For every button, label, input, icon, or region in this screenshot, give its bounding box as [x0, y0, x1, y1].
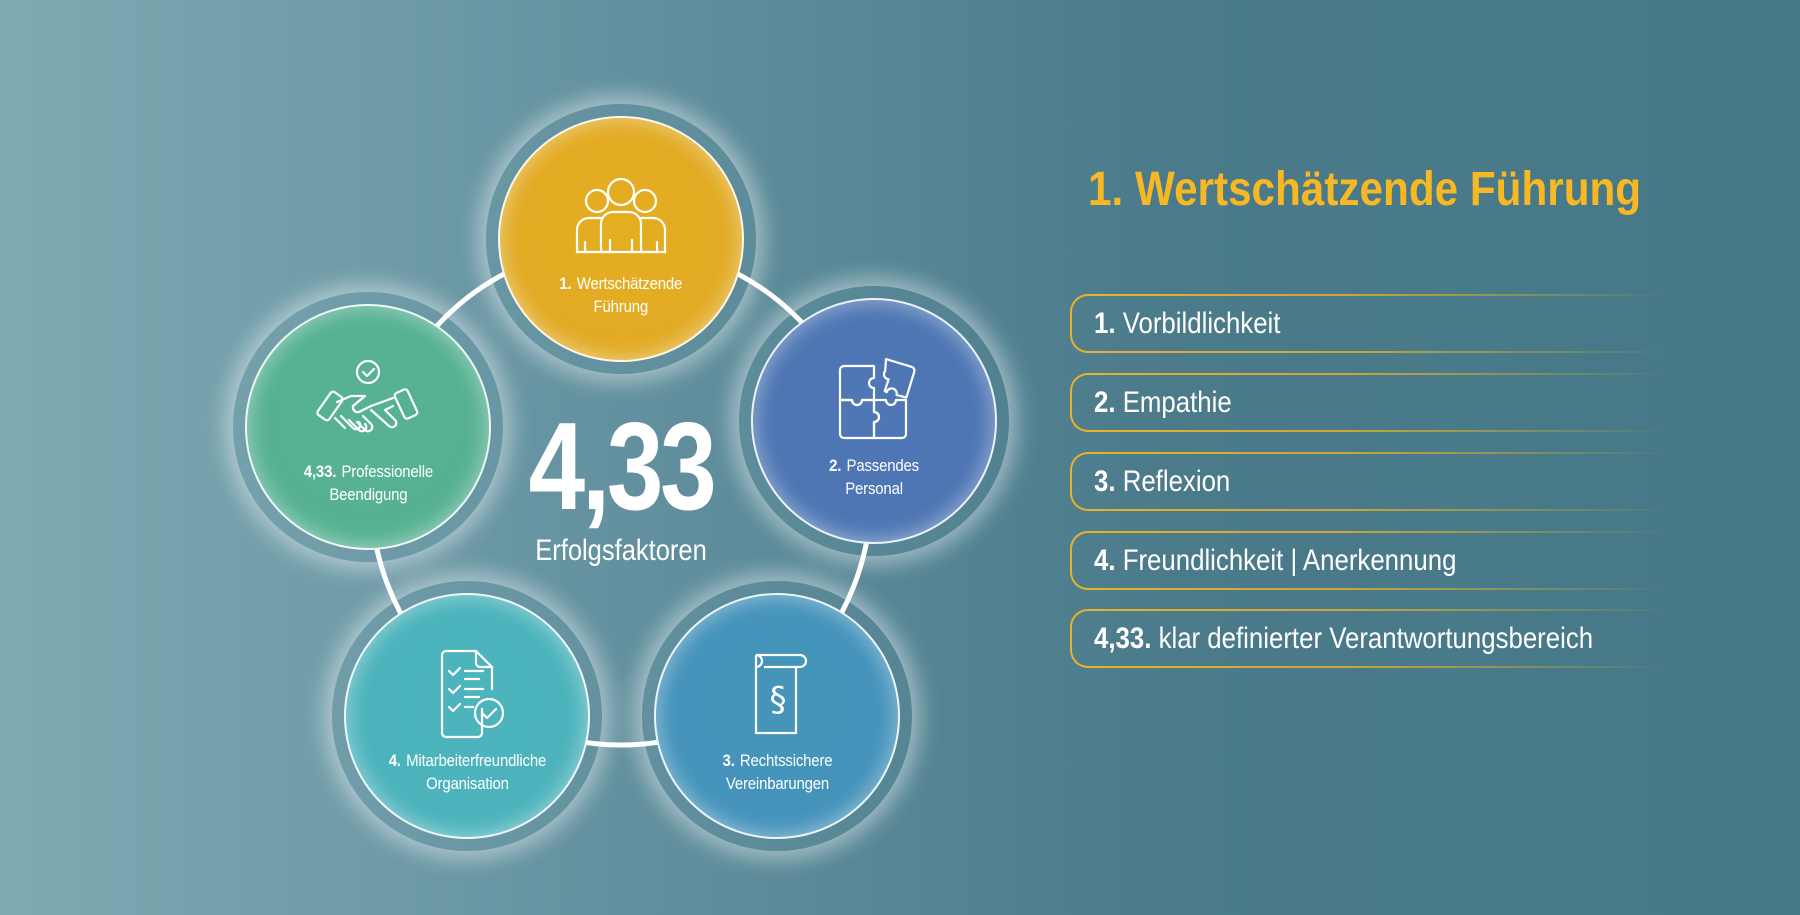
detail-list-item: 3. Reflexion — [1070, 452, 1672, 511]
factor-node-label: 4,33. Professionelle Beendigung — [303, 462, 433, 504]
legal-document-icon: § — [722, 649, 832, 739]
factor-node-5[interactable]: 4,33. Professionelle Beendigung — [245, 304, 491, 550]
factor-count-value: 4,33 — [528, 398, 717, 536]
factor-node-label: 2. Passendes Personal — [829, 456, 919, 498]
detail-list-item: 1. Vorbildlichkeit — [1070, 294, 1672, 353]
puzzle-icon — [819, 354, 929, 444]
factor-node-1[interactable]: 1. Wertschätzende Führung — [498, 116, 744, 362]
factor-node-label: 3. Rechtssichere Vereinbarungen — [722, 751, 832, 793]
detail-list-item: 2. Empathie — [1070, 373, 1672, 432]
success-factors-diagram: 1. Wertschätzende Führung 2. Passendes Per… — [245, 116, 997, 839]
factor-node-3[interactable]: § 3. Rechtssichere Vereinbarungen — [654, 593, 900, 839]
svg-text:§: § — [770, 680, 787, 720]
factor-node-label: 1. Wertschätzende Führung — [559, 274, 683, 316]
factor-node-label: 4. Mitarbeiterfreundliche Organisation — [388, 751, 546, 793]
checklist-icon — [412, 649, 522, 739]
factor-node-2[interactable]: 2. Passendes Personal — [751, 298, 997, 544]
detail-list-item: 4. Freundlichkeit | Anerkennung — [1070, 531, 1672, 590]
handshake-icon — [313, 360, 423, 450]
detail-panel: 1. Wertschätzende Führung 1. Vorbildlich… — [1070, 0, 1800, 915]
people-group-icon — [566, 172, 676, 262]
detail-title: 1. Wertschätzende Führung — [1088, 163, 1642, 216]
factor-node-4[interactable]: 4. Mitarbeiterfreundliche Organisation — [344, 593, 590, 839]
detail-list-item: 4,33. klar definierter Verantwortungsber… — [1070, 609, 1672, 668]
factor-count-label: Erfolgsfaktoren — [535, 534, 707, 567]
